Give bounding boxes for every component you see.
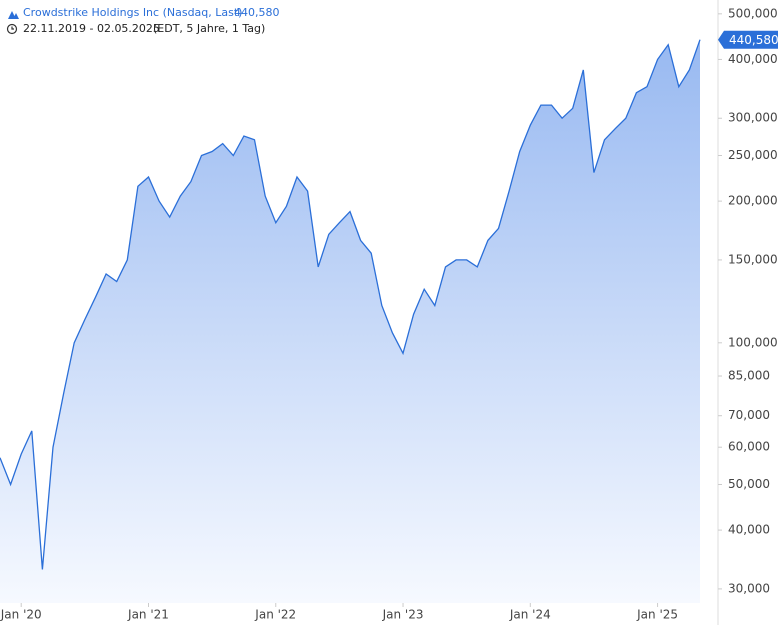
- x-tick-label: Jan '22: [254, 608, 296, 622]
- y-tick-label: 85,000: [728, 369, 770, 383]
- clock-icon: [6, 23, 18, 35]
- x-tick-label: Jan '21: [127, 608, 169, 622]
- x-tick-label: Jan '20: [0, 608, 42, 622]
- y-tick-label: 60,000: [728, 440, 770, 454]
- y-tick-label: 200,000: [728, 194, 778, 208]
- x-tick-label: Jan '23: [382, 608, 424, 622]
- y-tick-label: 500,000: [728, 6, 778, 20]
- y-tick-label: 70,000: [728, 408, 770, 422]
- x-tick-label: Jan '24: [509, 608, 551, 622]
- y-tick-label: 30,000: [728, 581, 770, 595]
- y-tick-label: 40,000: [728, 523, 770, 537]
- y-tick-label: 100,000: [728, 335, 778, 349]
- y-tick-label: 400,000: [728, 52, 778, 66]
- y-tick-label: 50,000: [728, 477, 770, 491]
- y-tick-label: 150,000: [728, 252, 778, 266]
- legend-value: 440,580: [234, 6, 280, 19]
- date-range: 22.11.2019 - 02.05.2025: [23, 22, 160, 35]
- area-fill: [0, 39, 700, 603]
- last-value-tag: [718, 30, 778, 49]
- x-tick-label: Jan '25: [636, 608, 678, 622]
- clock-hands: [11, 26, 14, 30]
- y-tick-label: 250,000: [728, 148, 778, 162]
- series-icon: [8, 11, 19, 19]
- plot-area: [0, 39, 701, 603]
- y-tick-label: 300,000: [728, 111, 778, 125]
- last-value-label: 440,580: [729, 33, 779, 47]
- subtitle: (EDT, 5 Jahre, 1 Tag): [153, 22, 265, 35]
- price-line: [0, 39, 701, 570]
- legend-title: Crowdstrike Holdings Inc (Nasdaq, Last): [23, 6, 242, 19]
